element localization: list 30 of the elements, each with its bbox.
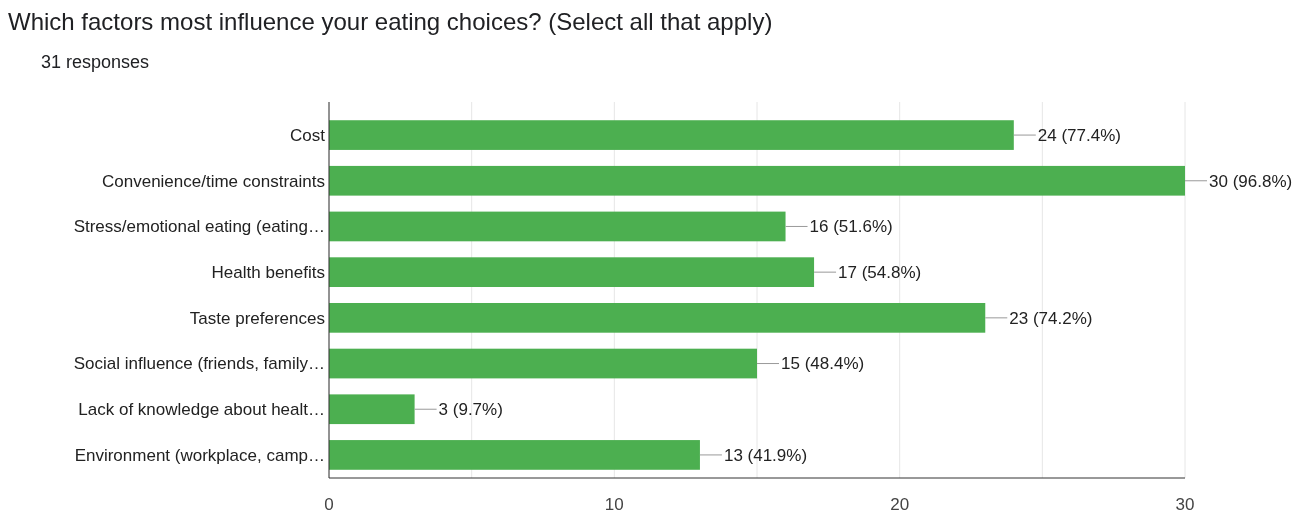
bar — [329, 440, 700, 470]
x-tick-label: 30 — [1175, 495, 1195, 514]
bar — [329, 303, 986, 333]
data-label: 16 (51.6%) — [809, 217, 893, 237]
y-tick-label: Cost — [290, 126, 326, 146]
bar — [329, 348, 757, 379]
y-tick-label: Environment (workplace, camp… — [74, 445, 325, 465]
data-label: 13 (41.9%) — [723, 445, 808, 465]
y-tick-label: Stress/emotional eating (eating… — [73, 217, 325, 237]
bar — [329, 211, 786, 242]
x-tick-label: 10 — [604, 495, 624, 514]
data-label: 30 (96.8%) — [1209, 171, 1293, 191]
x-tick-label: 20 — [890, 495, 910, 514]
data-label: 15 (48.4%) — [781, 354, 865, 374]
bar — [329, 120, 1014, 150]
data-label: 24 (77.4%) — [1037, 126, 1121, 146]
bar — [329, 257, 815, 287]
y-tick-label: Health benefits — [211, 263, 325, 283]
bar — [329, 165, 1185, 196]
y-tick-label: Social influence (friends, family… — [73, 354, 325, 374]
y-tick-label: Convenience/time constraints — [101, 171, 325, 191]
chart-title: Which factors most influence your eating choices? (Select all that apply) — [8, 8, 773, 35]
x-tick-label: 0 — [324, 495, 334, 514]
data-label: 17 (54.8%) — [838, 263, 922, 283]
bar — [329, 394, 415, 425]
y-tick-label: Taste preferences — [189, 308, 325, 328]
text: 31 responses — [41, 52, 150, 72]
y-tick-label: Lack of knowledge about healt… — [78, 400, 325, 420]
data-label: 3 (9.7%) — [438, 400, 503, 420]
data-label: 23 (74.2%) — [1009, 308, 1093, 328]
